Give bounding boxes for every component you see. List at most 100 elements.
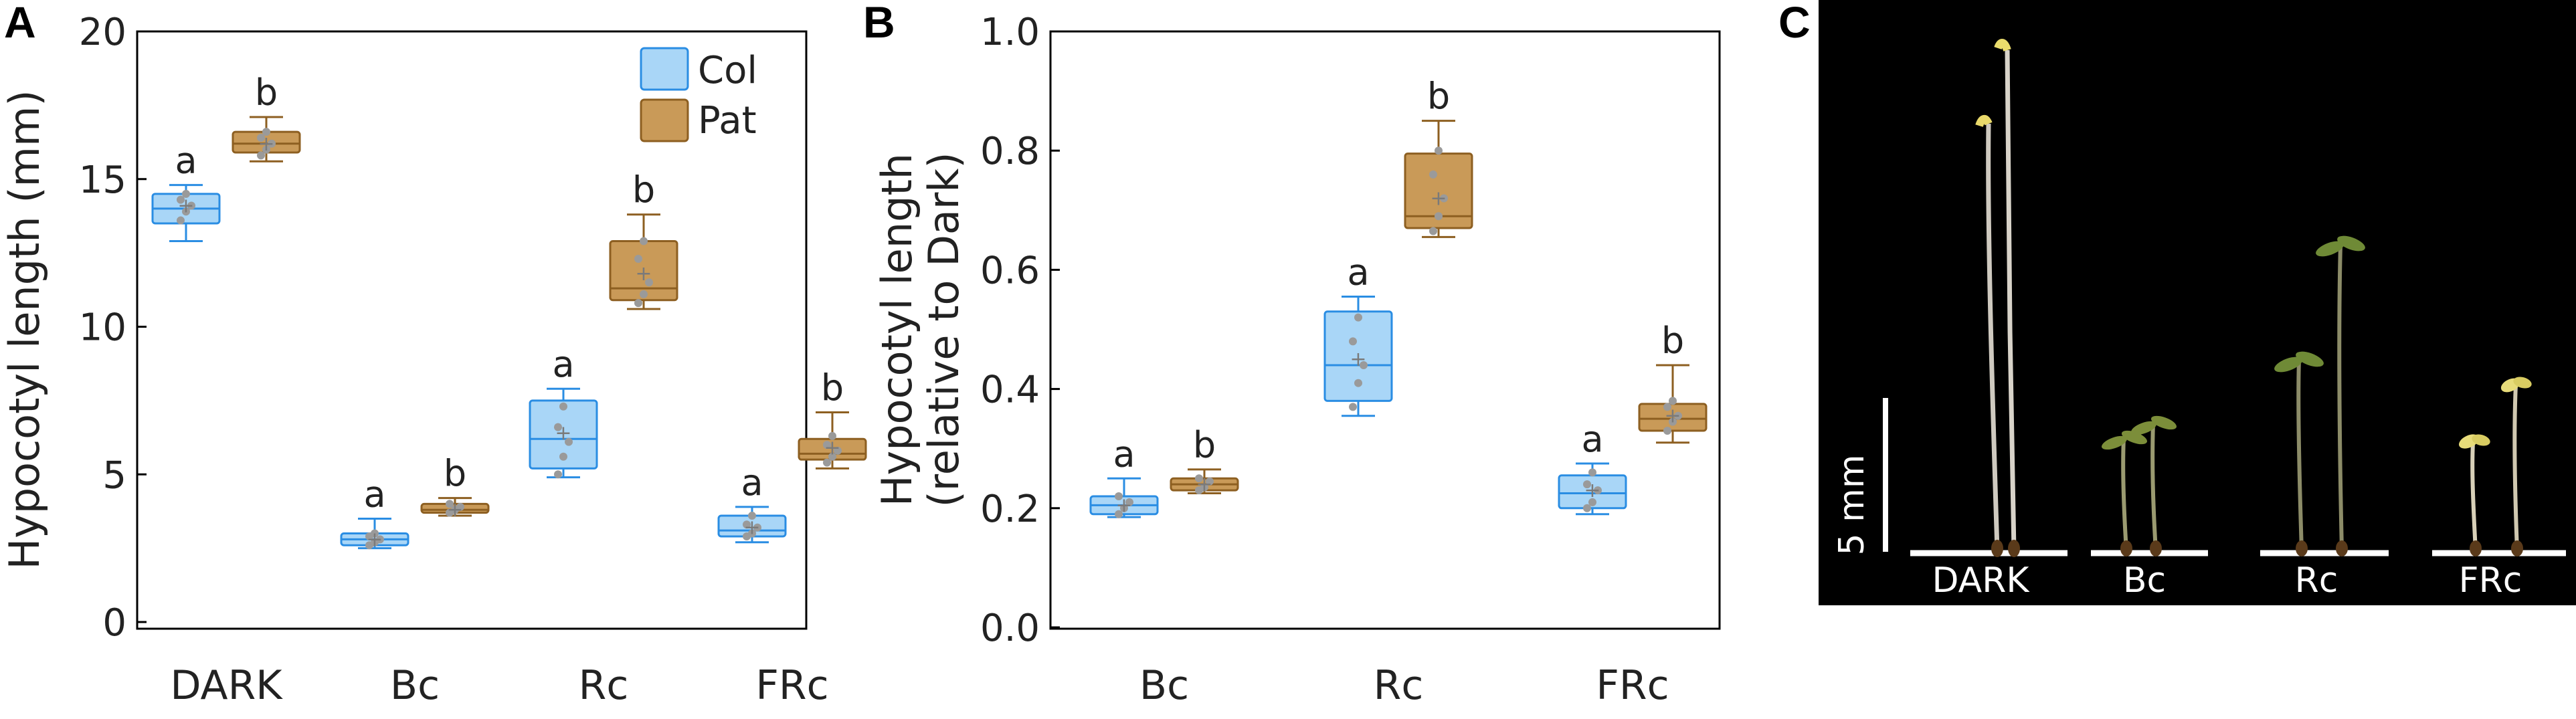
photo-label-dark: DARK [1932, 560, 2031, 601]
chart-b-category-label-frc: FRc [1596, 662, 1669, 709]
data-point [828, 452, 836, 461]
chart-a-y-ticks: 0 5 10 15 20 [79, 11, 147, 645]
mean-marker: + [1430, 187, 1447, 210]
chart-b-y-tick-label: 0.2 [980, 488, 1040, 531]
data-point [1669, 417, 1677, 426]
chart-b-y-tick-label: 0.6 [980, 249, 1040, 292]
data-point [1429, 170, 1437, 179]
mean-marker: + [1115, 494, 1132, 517]
data-point [262, 145, 270, 154]
data-point [1588, 498, 1596, 506]
chart-b-box-col-rc: +a [1323, 251, 1393, 417]
box-iqr [529, 399, 598, 470]
panel-letter-a: A [4, 0, 36, 47]
data-point [1200, 483, 1208, 492]
chart-a-box-pat-bc: +b [420, 453, 490, 522]
data-point [1583, 480, 1591, 489]
chart-b-boxes: +a+a+a+b+b+b [1089, 76, 1708, 518]
data-point [834, 446, 842, 455]
chart-a-box-pat-rc: +b [609, 169, 678, 310]
data-point [565, 437, 573, 446]
chart-b-y-tick-label: 0.0 [980, 607, 1040, 650]
chart-a-box-col-dark: +a [151, 140, 221, 242]
chart-a-y-tick-label: 10 [79, 306, 126, 350]
data-point [1195, 474, 1203, 483]
data-point [1360, 361, 1368, 369]
photo-label-rc: Rc [2295, 560, 2338, 601]
chart-a-y-tick-label: 15 [79, 159, 126, 202]
data-point [268, 139, 276, 148]
significance-label: b [1193, 424, 1216, 466]
data-point [257, 133, 265, 142]
chart-a-category-label-bc: Bc [390, 662, 440, 709]
data-point [1588, 468, 1596, 477]
mean-marker: + [1196, 473, 1212, 496]
data-point [1435, 146, 1443, 155]
data-point [645, 278, 653, 287]
significance-label: a [363, 473, 385, 515]
chart-b-box-pat-rc: +b [1404, 76, 1473, 238]
chart-a-legend: Col Pat [640, 47, 757, 142]
significance-label: a [741, 461, 763, 504]
data-point [748, 512, 756, 520]
data-point [1125, 498, 1133, 506]
data-point [753, 523, 761, 532]
data-point [446, 500, 454, 508]
mean-marker: + [1664, 405, 1681, 428]
chart-a-category-label-dark: DARK [170, 662, 283, 709]
mean-marker: + [1584, 479, 1600, 502]
data-point [1349, 337, 1357, 346]
data-point [376, 535, 384, 544]
significance-label: a [1113, 433, 1135, 475]
legend-swatch-pat [640, 98, 689, 142]
seedlings-rc [2274, 235, 2365, 556]
chart-a-box-col-bc: +a [340, 473, 409, 551]
chart-a-categories: DARK Bc Rc FRc [170, 662, 828, 709]
data-point [257, 151, 265, 160]
mean-marker: + [366, 528, 383, 551]
mean-marker: + [1350, 348, 1366, 371]
data-point [1354, 313, 1362, 322]
data-point [1354, 379, 1362, 387]
significance-label: b [632, 169, 655, 211]
data-point [371, 529, 379, 538]
seedlings-dark [1975, 39, 2020, 557]
data-point [1583, 504, 1591, 512]
chart-b: Hypocotyl length (relative to Dark) 0.0 0… [872, 11, 1721, 709]
data-point [1429, 227, 1437, 235]
photo-label-bc: Bc [2123, 560, 2166, 601]
data-point [634, 299, 642, 308]
data-point [1435, 212, 1443, 221]
mean-marker: + [824, 437, 840, 460]
seedlings-bc [2102, 415, 2177, 556]
photo-label-frc: FRc [2459, 560, 2522, 601]
data-point [559, 402, 567, 411]
box-iqr [1323, 310, 1393, 402]
chart-a-boxes: +a+a+a+a+b+b+b+b [151, 72, 867, 551]
data-point [1440, 194, 1448, 203]
chart-b-y-axis-title-2: (relative to Dark) [919, 152, 968, 507]
chart-b-y-axis-title: Hypocotyl length [872, 153, 921, 506]
legend-swatch-col [640, 47, 689, 91]
data-point [262, 128, 270, 136]
chart-a-y-tick-label: 20 [79, 11, 126, 54]
significance-label: b [1661, 320, 1684, 362]
panel-letter-b: B [863, 0, 895, 47]
seedlings-frc [2459, 377, 2532, 556]
chart-b-category-label-rc: Rc [1374, 662, 1424, 709]
data-point [823, 458, 831, 467]
chart-b-box-col-frc: +a [1558, 418, 1627, 516]
significance-label: b [255, 72, 278, 114]
chart-b-y-tick-label: 0.8 [980, 130, 1040, 173]
significance-label: b [444, 453, 466, 495]
data-point [554, 423, 562, 431]
chart-a-y-tick-label: 5 [102, 453, 126, 497]
data-point [1115, 492, 1123, 500]
chart-b-y-tick-label: 0.4 [980, 369, 1040, 412]
chart-b-frame [1049, 30, 1721, 630]
photo-background [1819, 0, 2576, 605]
data-point [1206, 477, 1214, 486]
data-point [1115, 510, 1123, 518]
data-point [1349, 403, 1357, 411]
